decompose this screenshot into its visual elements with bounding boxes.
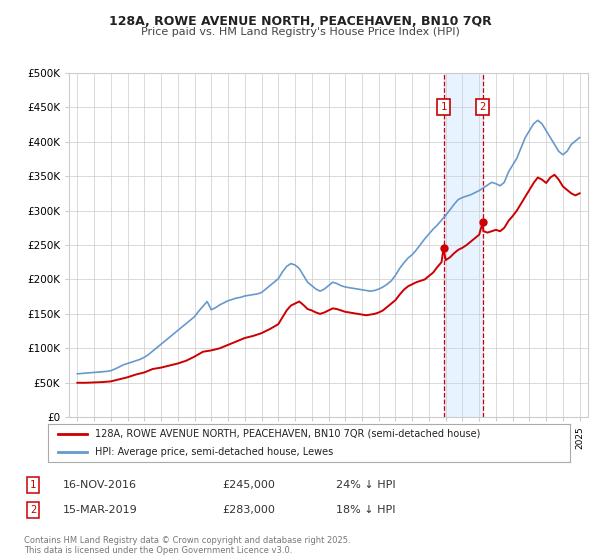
Text: 2: 2 — [479, 102, 486, 112]
Text: Contains HM Land Registry data © Crown copyright and database right 2025.
This d: Contains HM Land Registry data © Crown c… — [24, 536, 350, 556]
Text: £283,000: £283,000 — [222, 505, 275, 515]
Bar — [443, 73, 482, 417]
Text: 1: 1 — [30, 480, 36, 490]
Text: 2: 2 — [30, 505, 36, 515]
Text: 1: 1 — [440, 102, 446, 112]
Text: 128A, ROWE AVENUE NORTH, PEACEHAVEN, BN10 7QR (semi-detached house): 128A, ROWE AVENUE NORTH, PEACEHAVEN, BN1… — [95, 429, 481, 439]
Text: Price paid vs. HM Land Registry's House Price Index (HPI): Price paid vs. HM Land Registry's House … — [140, 27, 460, 37]
Text: £245,000: £245,000 — [222, 480, 275, 490]
Text: 15-MAR-2019: 15-MAR-2019 — [63, 505, 138, 515]
Text: 128A, ROWE AVENUE NORTH, PEACEHAVEN, BN10 7QR: 128A, ROWE AVENUE NORTH, PEACEHAVEN, BN1… — [109, 15, 491, 27]
Text: HPI: Average price, semi-detached house, Lewes: HPI: Average price, semi-detached house,… — [95, 447, 333, 457]
Text: 24% ↓ HPI: 24% ↓ HPI — [336, 480, 395, 490]
Text: 16-NOV-2016: 16-NOV-2016 — [63, 480, 137, 490]
Text: 18% ↓ HPI: 18% ↓ HPI — [336, 505, 395, 515]
